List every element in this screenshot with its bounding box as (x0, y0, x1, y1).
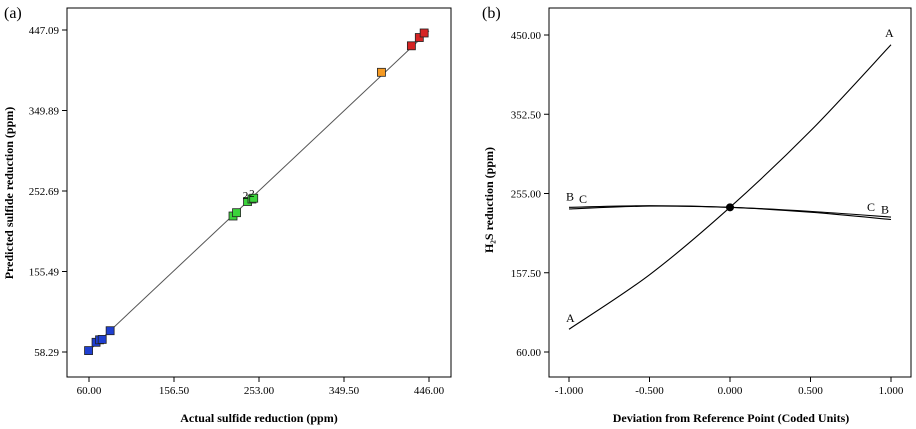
y-tick-label-b: 60.00 (516, 347, 541, 359)
plot-area-a (66, 7, 452, 378)
x-axis-title-a: Actual sulfide reduction (ppm) (180, 411, 337, 425)
y-tick-label-b: 157.50 (511, 268, 542, 280)
data-point (105, 326, 115, 336)
y-tick-label-a: 58.29 (34, 347, 59, 359)
data-point (232, 208, 241, 218)
data-point (97, 335, 107, 344)
y-tick-label-b: 352.50 (511, 109, 542, 121)
y-tick-label-a: 252.69 (29, 186, 60, 198)
x-axis-title-b: Deviation from Reference Point (Coded Un… (613, 411, 850, 425)
x-tick-label-b: -0.500 (635, 385, 664, 397)
series-line-A (568, 44, 892, 330)
plot-area-b (548, 7, 912, 378)
panel-label-b: (b) (482, 5, 501, 22)
data-point (406, 41, 416, 51)
data-point (377, 67, 386, 77)
y-axis-title-b: H₂S reduction (ppm) (482, 147, 496, 253)
series-label-A-start: A (566, 311, 575, 325)
scatter-chart-a: Actual sulfide reduction (ppm) Predicted… (2, 7, 452, 425)
line-chart-b: Deviation from Reference Point (Coded Un… (482, 7, 912, 425)
reference-line (88, 30, 430, 351)
panel-label-a: (a) (4, 5, 22, 22)
y-tick-label-b: 255.00 (511, 189, 542, 201)
point-label: 2 (243, 190, 249, 202)
y-tick-label-b: 450.00 (511, 30, 542, 42)
point-label: 2 (249, 188, 255, 200)
series-label-B-start: B (566, 189, 574, 203)
x-tick-label-a: 446.00 (414, 385, 445, 397)
y-tick-label-a: 155.49 (29, 267, 60, 279)
data-point (414, 33, 424, 42)
x-tick-label-a: 349.50 (329, 385, 360, 397)
x-tick-label-b: -1.000 (555, 385, 584, 397)
series-label-B-end: B (881, 203, 889, 217)
y-axis-title-a: Predicted sulfide reduction (ppm) (2, 107, 16, 280)
reference-point (726, 203, 734, 212)
x-tick-label-a: 253.00 (244, 385, 275, 397)
x-tick-label-b: 0.500 (798, 385, 823, 397)
x-tick-label-b: 0.000 (718, 385, 743, 397)
series-label-C-end: C (867, 200, 875, 214)
data-point (419, 28, 429, 38)
x-tick-label-a: 156.50 (159, 385, 190, 397)
series-label-A-end: A (885, 26, 894, 40)
series-label-C-start: C (579, 192, 587, 206)
data-point (84, 346, 93, 355)
y-tick-label-a: 349.89 (29, 106, 60, 118)
y-tick-label-a: 447.09 (29, 25, 60, 37)
data-point (249, 193, 259, 203)
x-tick-label-a: 60.00 (77, 385, 102, 397)
x-tick-label-b: 1.000 (879, 385, 904, 397)
